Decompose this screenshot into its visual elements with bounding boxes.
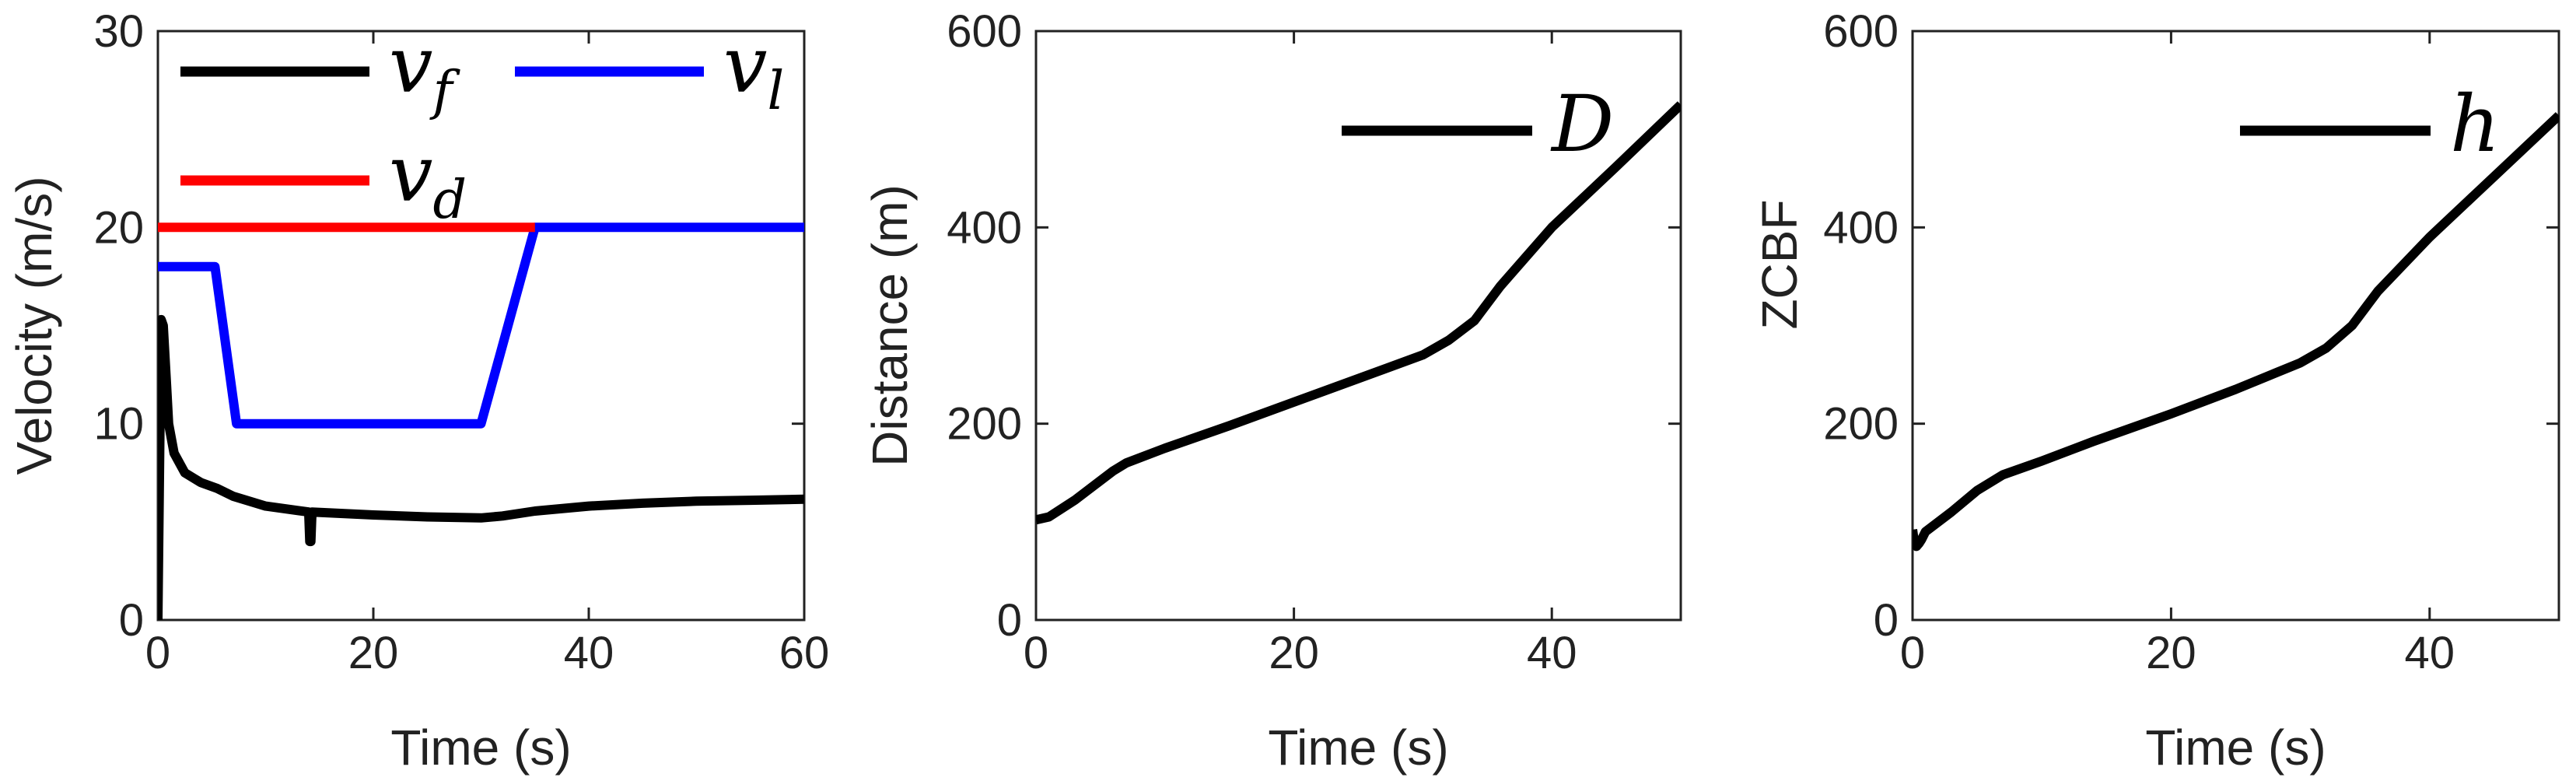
legend-label-main: v — [389, 19, 433, 110]
legend-label-main: D — [1550, 79, 1614, 170]
legend-label-subscript: l — [768, 61, 785, 122]
legend-label: D — [1550, 79, 1614, 170]
x-tick-label: 20 — [348, 628, 399, 678]
x-tick-label: 20 — [1269, 628, 1319, 678]
plot-frame — [1034, 30, 1682, 622]
legend-label: vf — [389, 19, 461, 122]
y-tick-label: 200 — [947, 399, 1022, 450]
y-tick-label: 600 — [1823, 6, 1899, 57]
x-axis-label: Time (s) — [1268, 720, 1448, 776]
y-tick-label: 20 — [93, 202, 144, 253]
y-axis-label: ZCBF — [1752, 199, 1808, 329]
series-line-h — [1913, 112, 2559, 552]
x-tick-label: 0 — [1900, 628, 1925, 678]
x-tick-label: 0 — [145, 628, 170, 678]
plot-frame — [156, 30, 806, 622]
x-tick-label: 40 — [1527, 628, 1577, 678]
y-tick-label: 0 — [997, 595, 1022, 646]
legend-label-main: v — [389, 128, 433, 219]
legend-label-main: h — [2450, 79, 2500, 170]
x-tick-label: 20 — [2146, 628, 2196, 678]
legend-label: vd — [389, 128, 467, 231]
x-tick-label: 0 — [1024, 628, 1048, 678]
legend-label-main: v — [723, 19, 768, 110]
x-tick-label: 40 — [564, 628, 614, 678]
x-axis-label: Time (s) — [390, 720, 571, 776]
series-line-v-f — [158, 314, 804, 620]
legend-label-subscript: f — [429, 61, 461, 122]
y-axis-label: Distance (m) — [862, 184, 918, 467]
series-line-d — [1036, 101, 1681, 525]
x-axis-label: Time (s) — [2145, 720, 2326, 776]
legend-label: vl — [723, 19, 784, 122]
y-tick-label: 0 — [119, 595, 144, 646]
y-tick-label: 30 — [93, 6, 144, 57]
y-axis-label: Velocity (m/s) — [6, 176, 62, 475]
y-tick-label: 0 — [1874, 595, 1899, 646]
legend-label-subscript: d — [433, 170, 467, 231]
y-tick-label: 200 — [1823, 399, 1899, 450]
x-tick-label: 40 — [2405, 628, 2455, 678]
y-tick-label: 600 — [947, 6, 1022, 57]
y-tick-label: 10 — [93, 399, 144, 450]
x-tick-label: 60 — [779, 628, 830, 678]
legend-label: h — [2450, 79, 2500, 170]
plot-frame — [1911, 30, 2560, 622]
series-line-v-l — [158, 222, 804, 429]
y-tick-label: 400 — [947, 202, 1022, 253]
y-tick-label: 400 — [1823, 202, 1899, 253]
